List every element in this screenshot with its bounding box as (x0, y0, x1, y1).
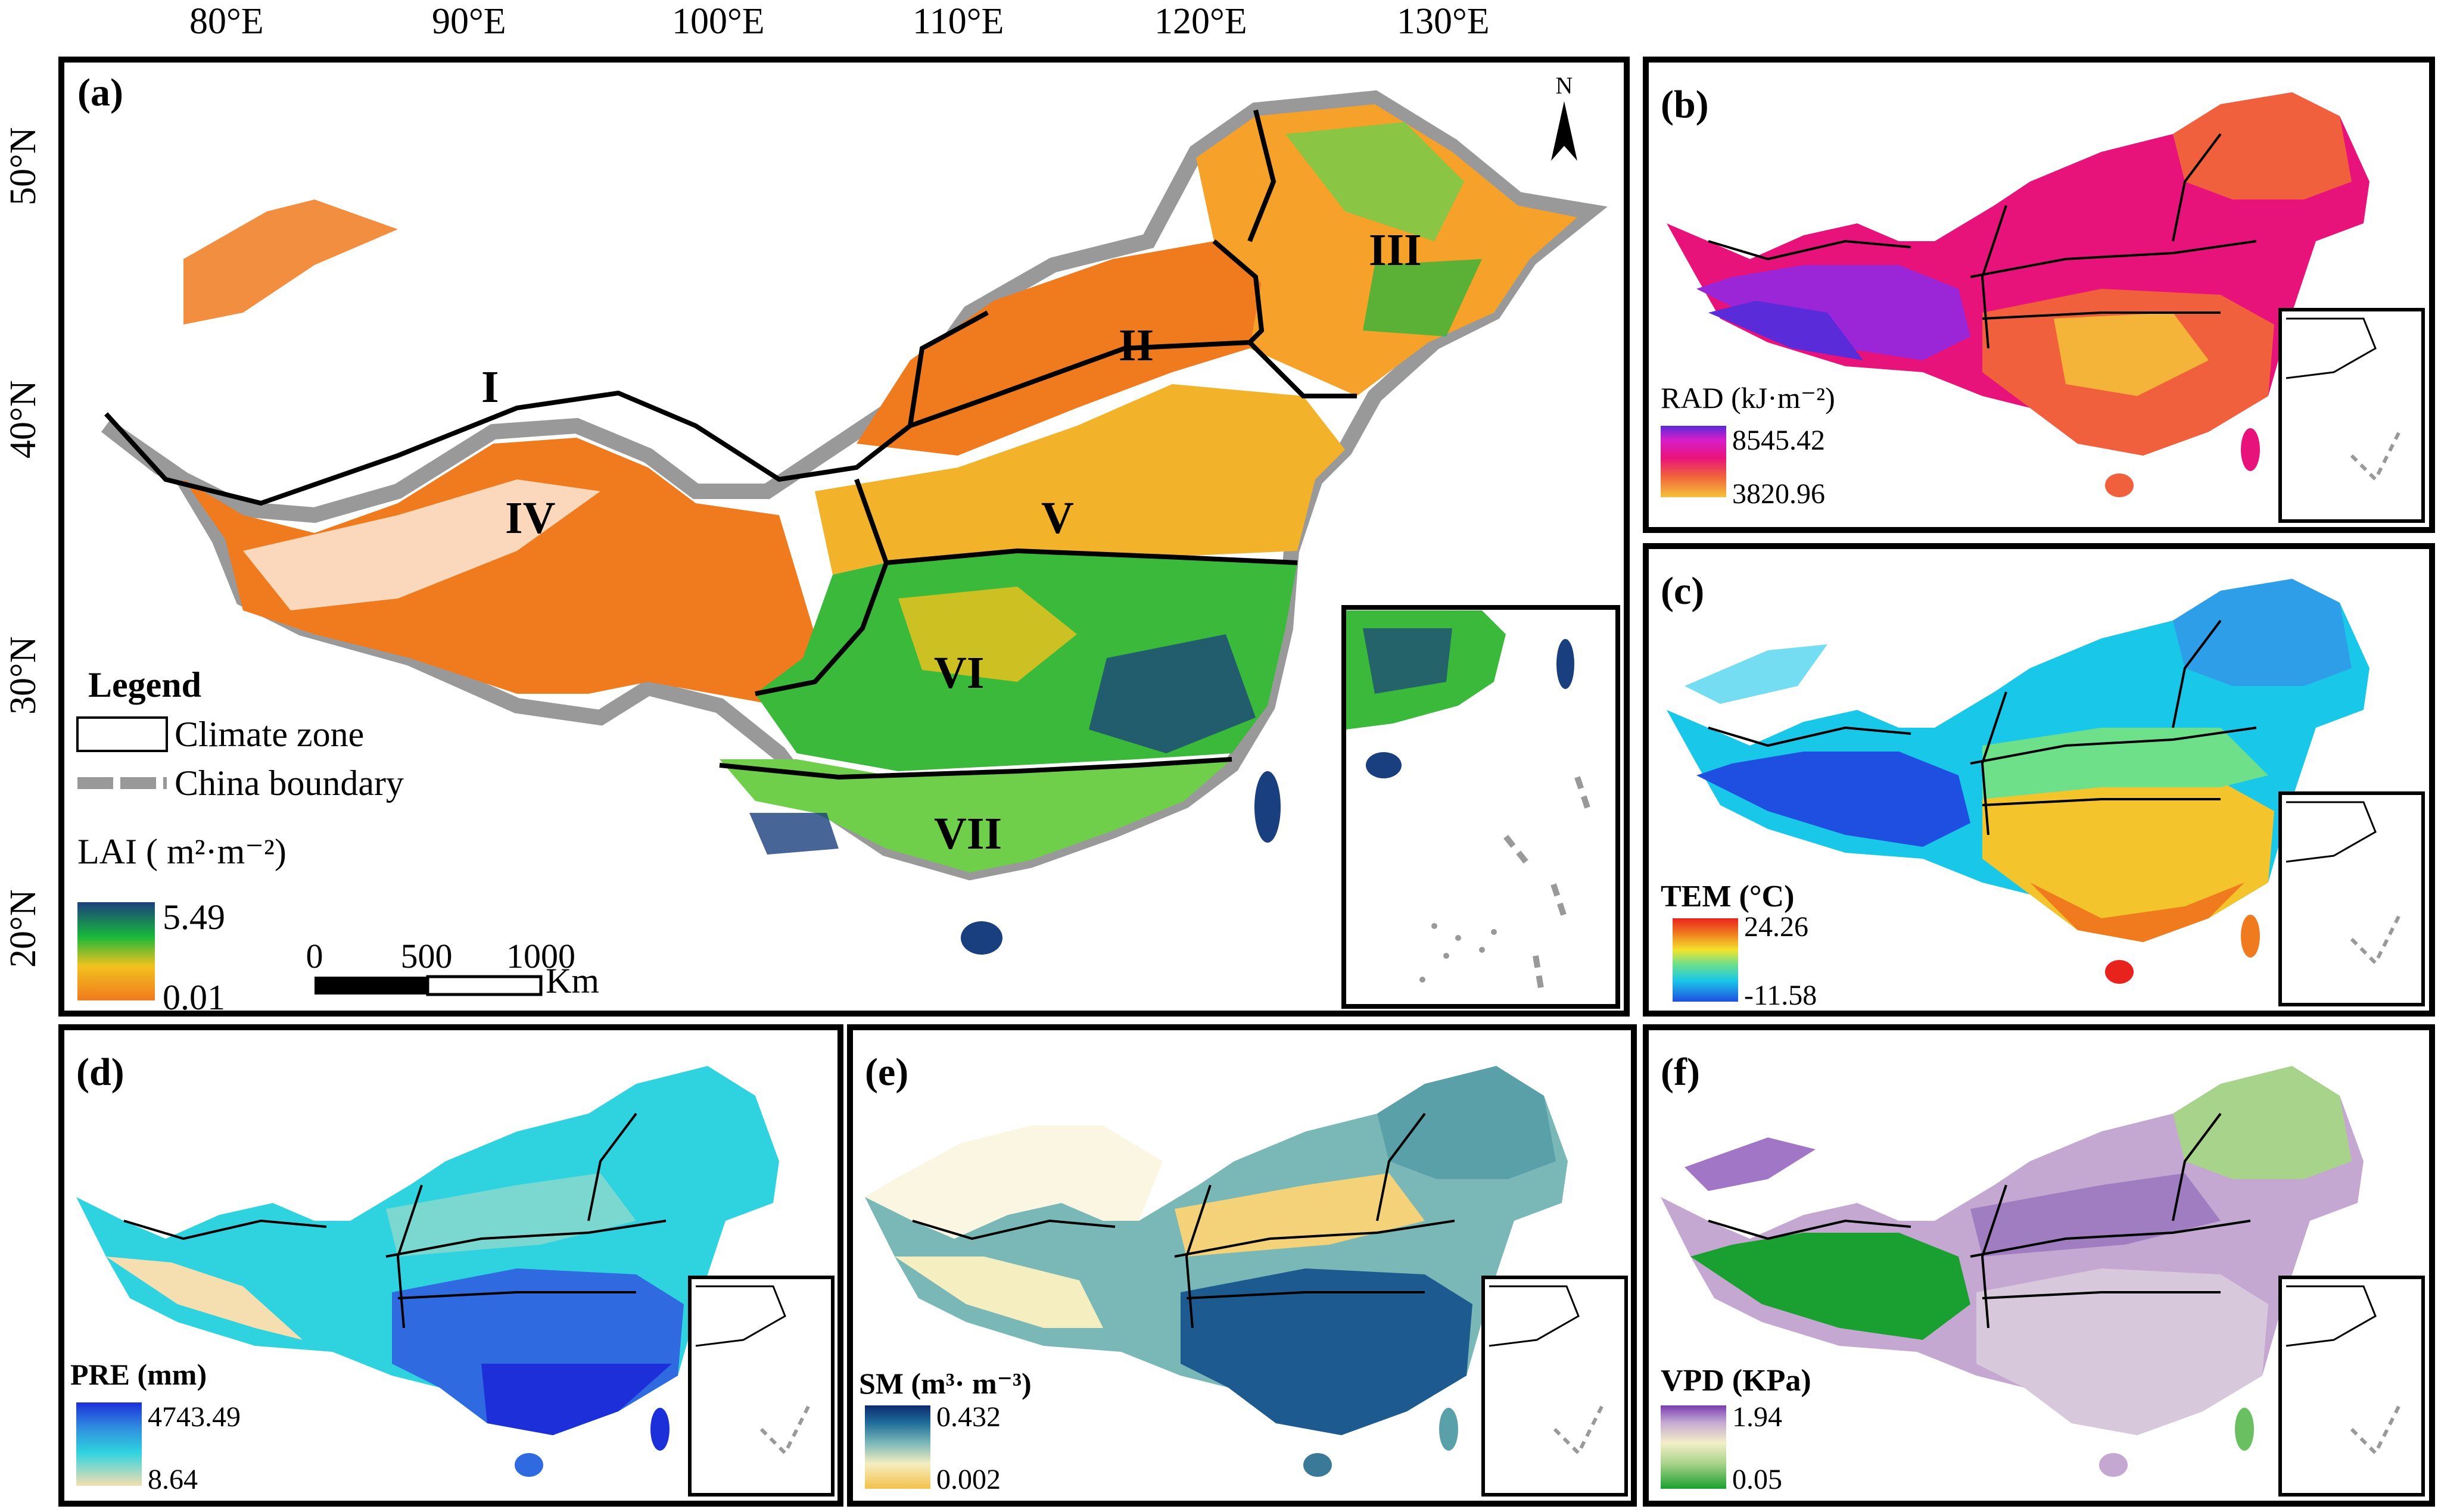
lon-label: 130°E (1397, 1, 1490, 42)
colorbar-max: 0.432 (936, 1401, 1001, 1433)
panel-e-sm-map: (e) SM (m³· m⁻³) 0.432 0.002 (847, 1024, 1637, 1507)
zone-fill-orange-north (183, 199, 398, 325)
colorbar-max: 4743.49 (148, 1401, 241, 1433)
panel-b-rad-map: (b) RAD (kJ·m⁻²) 8545.42 3820.96 (1643, 57, 2435, 533)
colorbar-title: LAI ( m²·m⁻²) (77, 832, 287, 871)
colorbar-min: -11.58 (1744, 980, 1817, 1011)
panel-label: (f) (1661, 1050, 1700, 1094)
colorbar-min: 0.01 (163, 978, 225, 1011)
lon-label: 120°E (1154, 1, 1247, 42)
lat-label: 30°N (3, 636, 43, 715)
china-boundary (101, 90, 1608, 881)
south-china-sea-inset (688, 1276, 835, 1497)
svg-text:Km: Km (546, 961, 599, 1000)
zone-II-fill (857, 241, 1262, 456)
colorbar-min: 8.64 (148, 1464, 198, 1495)
svg-text:500: 500 (401, 937, 453, 975)
colorbar-min: 0.002 (936, 1464, 1001, 1495)
legend-climate-zone-label: Climate zone (175, 715, 364, 754)
south-china-sea-inset (1341, 605, 1620, 1009)
colorbar-title: VPD (KPa) (1661, 1364, 1811, 1398)
rad-colorbar (1661, 426, 1726, 497)
legend-title: Legend (88, 665, 201, 704)
panel-label: (c) (1661, 569, 1704, 613)
panel-c-tem-map: (c) TEM (°C) 24.26 -11.58 (1643, 543, 2435, 1017)
colorbar-title: SM (m³· m⁻³) (859, 1367, 1032, 1400)
panel-label: (e) (865, 1050, 908, 1094)
north-arrow-icon: N (1551, 72, 1577, 161)
taiwan-island (1254, 771, 1281, 843)
south-china-sea-inset (1481, 1276, 1628, 1497)
colorbar-title: RAD (kJ·m⁻²) (1661, 381, 1835, 414)
zone-label: VI (934, 648, 984, 698)
lat-label: 20°N (3, 889, 43, 968)
zone-I-fill (136, 194, 910, 467)
south-china-sea-inset (2278, 1276, 2425, 1497)
scale-bar: 0 500 1000 Km (306, 937, 600, 1000)
lat-label: 40°N (3, 380, 43, 459)
panel-label: (b) (1661, 83, 1709, 126)
lon-label: 110°E (913, 1, 1004, 42)
lai-colorbar (77, 902, 155, 1000)
colorbar-title: PRE (mm) (70, 1358, 207, 1391)
colorbar-max: 8545.42 (1732, 425, 1825, 456)
hainan-island (961, 921, 1002, 955)
colorbar-title: TEM (°C) (1661, 880, 1794, 914)
svg-text:N: N (1556, 72, 1573, 99)
zone-label: II (1119, 320, 1154, 370)
colorbar-min: 3820.96 (1732, 478, 1825, 510)
pre-colorbar (76, 1402, 142, 1486)
panel-label: (d) (76, 1050, 124, 1094)
colorbar-max: 1.94 (1732, 1401, 1782, 1433)
lon-label: 100°E (672, 1, 765, 42)
colorbar-min: 0.05 (1732, 1464, 1782, 1495)
lon-label: 80°E (189, 1, 264, 42)
panel-label: (a) (77, 71, 123, 114)
zone-label: VII (934, 809, 1002, 859)
lat-label: 50°N (3, 127, 43, 205)
panel-a-lai-map: I II III IV V VI VII N (a) Legend Climat… (58, 57, 1630, 1017)
legend-boundary-label: China boundary (175, 763, 404, 803)
zone-label: I (481, 362, 499, 412)
zone-V-fill (815, 384, 1345, 575)
zone-III-fill (1196, 104, 1577, 396)
panel-f-vpd-map: (f) VPD (KPa) 1.94 0.05 (1643, 1024, 2435, 1507)
zone-label: IV (505, 493, 556, 543)
climate-zone-lines (104, 110, 1357, 780)
svg-text:0: 0 (306, 937, 323, 975)
vpd-colorbar (1661, 1405, 1726, 1489)
sm-colorbar (865, 1405, 930, 1489)
legend-climate-zone-swatch (76, 716, 168, 752)
colorbar-max: 5.49 (163, 897, 225, 937)
colorbar-max: 24.26 (1744, 911, 1808, 943)
zone-IV-fill (183, 438, 815, 706)
lon-label: 90°E (432, 1, 506, 42)
south-china-sea-inset (2278, 791, 2425, 1006)
zone-label: V (1041, 493, 1074, 543)
south-china-sea-inset (2278, 308, 2425, 523)
tem-colorbar (1673, 918, 1738, 1002)
zone-VII-fill (720, 759, 1232, 872)
zone-label: III (1369, 225, 1422, 275)
panel-d-pre-map: (d) PRE (mm) 4743.49 8.64 (58, 1024, 843, 1507)
svg-text:1000: 1000 (506, 937, 575, 975)
